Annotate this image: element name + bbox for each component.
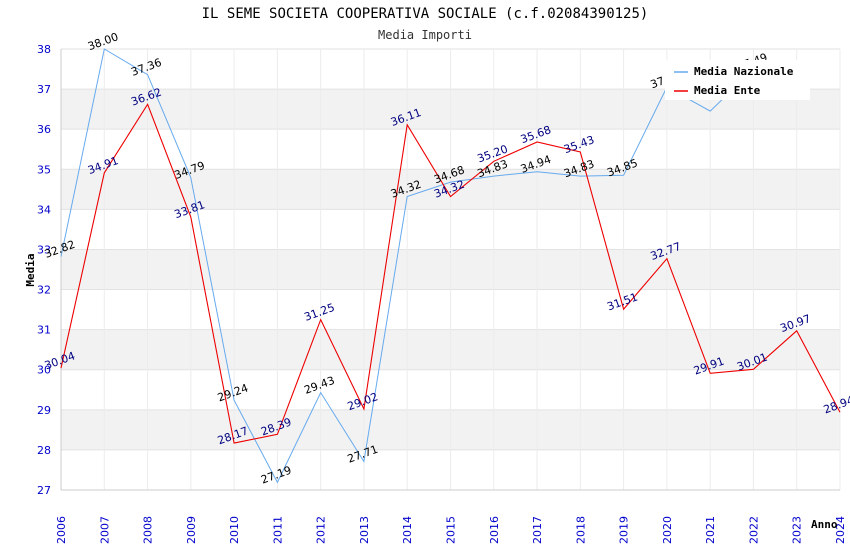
series-line-nazionale [60,48,754,484]
x-tick-label: 2006 [55,516,68,544]
x-tick-label: 2008 [142,516,155,544]
x-tick-label: 2020 [661,516,674,544]
x-tick-label: 2018 [574,516,587,544]
series-line-ente [60,103,841,444]
chart-subtitle: Media Importi [378,28,472,42]
legend-box [665,60,810,100]
y-tick-label: 30 [37,364,51,377]
x-tick-label: 2007 [98,516,111,544]
legend-label-ente: Media Ente [694,84,761,97]
y-tick-label: 36 [37,123,51,136]
y-axis-label: Media [24,253,37,286]
data-label-ente: 31.25 [302,301,336,324]
legend: Media Nazionale Media Ente [665,60,810,100]
grid-lines [60,48,841,491]
x-tick-label: 2012 [315,516,328,544]
y-tick-label: 27 [37,484,51,497]
data-label-nazionale: 29.43 [302,374,336,397]
x-tick-label: 2021 [704,516,717,544]
data-label-ente: 35.43 [562,133,596,156]
x-tick-label: 2017 [531,516,544,544]
series-lines [60,48,841,484]
data-label-nazionale: 37.36 [129,56,163,79]
y-tick-label: 28 [37,444,51,457]
data-label-nazionale: 29.24 [216,381,250,404]
x-tick-label: 2019 [618,516,631,544]
x-tick-label: 2015 [445,516,458,544]
x-tick-label: 2010 [228,516,241,544]
x-tick-label: 2024 [834,516,847,544]
data-label-nazionale: 38.00 [86,30,120,53]
x-tick-label: 2023 [791,516,804,544]
y-tick-label: 35 [37,163,51,176]
y-tick-label: 37 [37,83,51,96]
y-tick-label: 31 [37,324,51,337]
y-tick-label: 29 [37,404,51,417]
data-label-ente: 31.51 [605,290,639,313]
y-axis-ticks: 27 28 29 30 31 32 33 34 35 36 37 38 [37,43,51,497]
x-tick-label: 2014 [401,516,414,544]
data-label-nazionale: 27.19 [259,464,293,487]
y-tick-label: 38 [37,43,51,56]
y-tick-label: 33 [37,243,51,256]
legend-label-nazionale: Media Nazionale [694,65,794,78]
x-tick-label: 2013 [358,516,371,544]
chart-title: IL SEME SOCIETA COOPERATIVA SOCIALE (c.f… [202,6,649,22]
y-tick-label: 32 [37,284,51,297]
x-axis-label: Anno [811,518,838,531]
x-tick-label: 2009 [185,516,198,544]
y-tick-label: 34 [37,203,51,216]
x-axis-ticks: 2006 2007 2008 2009 2010 2011 2012 2013 2014 2015… [55,516,847,544]
x-tick-label: 2011 [271,516,284,544]
x-tick-label: 2022 [747,516,760,544]
x-tick-label: 2016 [488,516,501,544]
